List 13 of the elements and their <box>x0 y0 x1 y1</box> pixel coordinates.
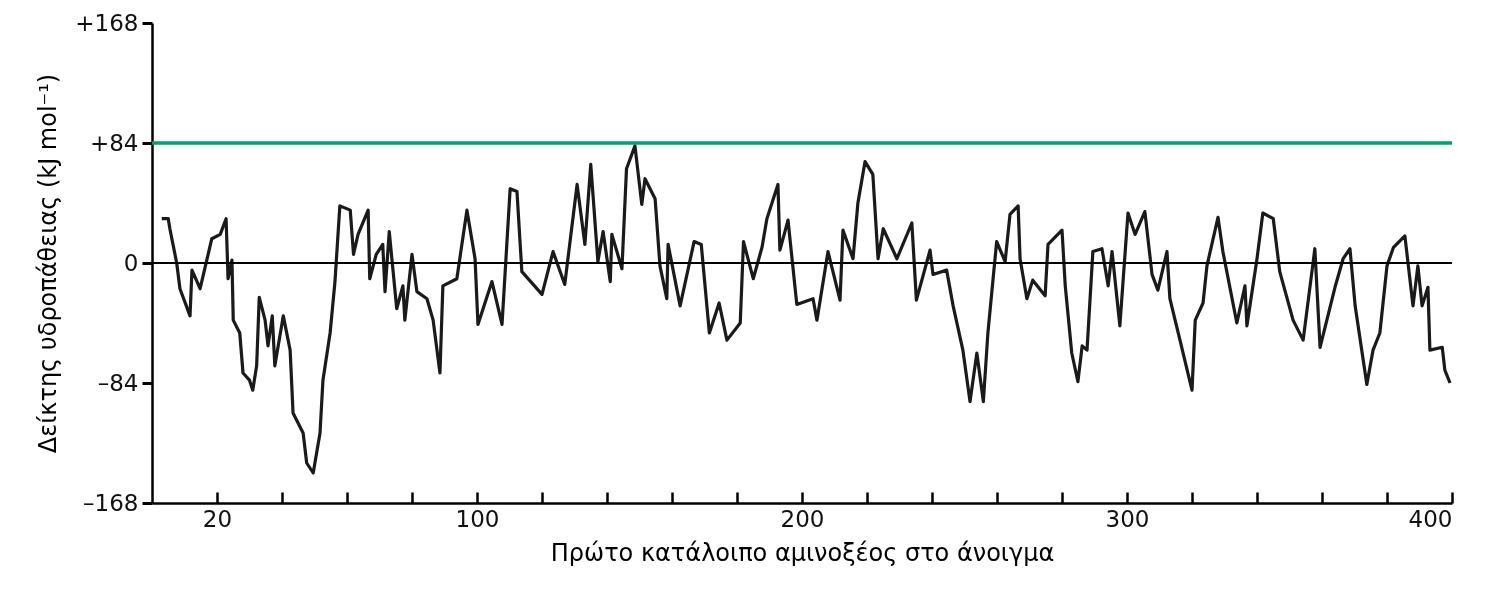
y-tick-label: 0 <box>123 249 139 276</box>
line-series <box>160 144 1452 475</box>
y-tick-label: –168 <box>83 489 139 516</box>
y-tick-label: –84 <box>97 369 139 396</box>
x-tick-label: 20 <box>202 505 233 532</box>
x-tick-label: 100 <box>455 505 500 532</box>
y-axis-title: Δείκτης υδροπάθειας (kJ mol⁻¹) <box>34 73 63 454</box>
y-tick-label: +168 <box>75 9 139 36</box>
x-tick-label: 400 <box>1408 505 1453 532</box>
x-tick-label: 200 <box>780 505 825 532</box>
x-tick-label: 300 <box>1105 505 1150 532</box>
y-tick-label: +84 <box>89 129 139 156</box>
x-axis-title: Πρώτο κατάλοιπο αμινοξέος στο άνοιγμα <box>550 538 1055 567</box>
